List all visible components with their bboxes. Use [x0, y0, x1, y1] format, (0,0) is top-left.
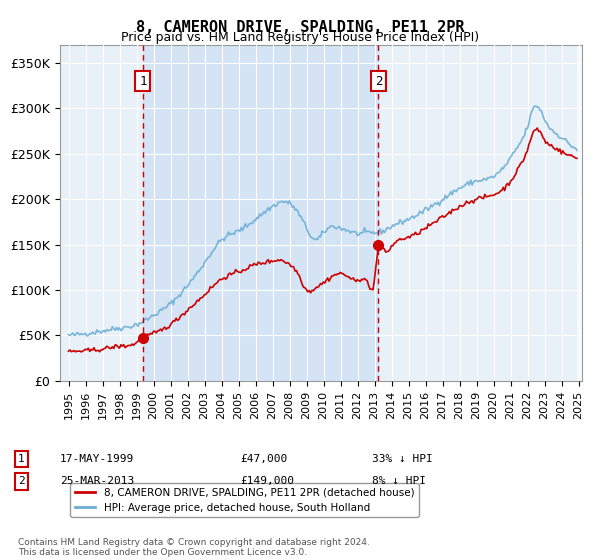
Text: £47,000: £47,000 [240, 454, 287, 464]
Legend: 8, CAMERON DRIVE, SPALDING, PE11 2PR (detached house), HPI: Average price, detac: 8, CAMERON DRIVE, SPALDING, PE11 2PR (de… [70, 483, 419, 517]
Text: 33% ↓ HPI: 33% ↓ HPI [372, 454, 433, 464]
Text: 2: 2 [375, 74, 382, 87]
Text: Price paid vs. HM Land Registry's House Price Index (HPI): Price paid vs. HM Land Registry's House … [121, 31, 479, 44]
Text: 17-MAY-1999: 17-MAY-1999 [60, 454, 134, 464]
Bar [577, 45, 582, 381]
Text: 25-MAR-2013: 25-MAR-2013 [60, 477, 134, 487]
Text: 1: 1 [139, 74, 146, 87]
Text: 8, CAMERON DRIVE, SPALDING, PE11 2PR: 8, CAMERON DRIVE, SPALDING, PE11 2PR [136, 20, 464, 35]
Text: £149,000: £149,000 [240, 477, 294, 487]
Bar [143, 45, 379, 381]
Text: 1: 1 [18, 454, 25, 464]
Text: Contains HM Land Registry data © Crown copyright and database right 2024.
This d: Contains HM Land Registry data © Crown c… [18, 538, 370, 557]
Text: 2: 2 [18, 477, 25, 487]
Text: 8% ↓ HPI: 8% ↓ HPI [372, 477, 426, 487]
